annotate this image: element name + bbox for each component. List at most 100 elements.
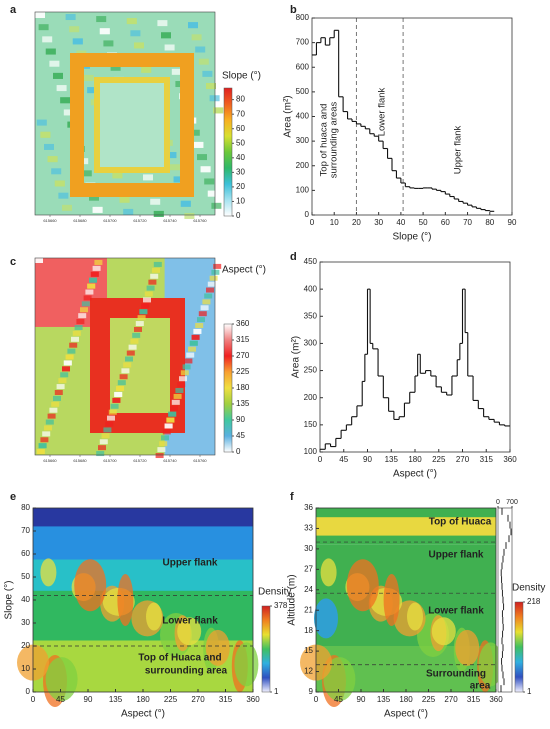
- map-texture: [67, 348, 76, 354]
- x-tick-label: 225: [422, 695, 436, 704]
- map-texture: [38, 443, 47, 449]
- map-texture: [121, 368, 130, 374]
- map-texture: [155, 453, 164, 459]
- map-texture: [90, 271, 99, 277]
- map-texture: [209, 95, 220, 102]
- x-tick-label: 135: [109, 695, 123, 704]
- map-texture: [80, 307, 88, 313]
- y-tick-label: 0: [305, 210, 310, 219]
- map-texture: [209, 275, 218, 281]
- x-tick-label: 45: [56, 695, 65, 704]
- annotation: Lower flank: [428, 606, 484, 617]
- map-texture: [60, 372, 69, 378]
- colorbar-tick-label: 50: [236, 138, 245, 147]
- y-tick-label: 100: [296, 185, 310, 194]
- colorbar-tick-label: 378: [274, 601, 288, 610]
- map-texture: [62, 366, 70, 372]
- map-frame: [34, 11, 216, 216]
- panel-letter: a: [10, 4, 17, 16]
- map-texture: [164, 423, 173, 429]
- annotation: area: [470, 681, 491, 692]
- map-texture: [168, 411, 177, 417]
- density-blob: [117, 574, 134, 626]
- colorbar-tick-label: 90: [236, 415, 245, 424]
- map-texture: [47, 156, 58, 163]
- x-tick-label: 615700: [103, 218, 117, 223]
- map-texture: [197, 317, 205, 323]
- colorbar-tick-label: 1: [527, 687, 532, 696]
- x-tick-label: 360: [246, 695, 260, 704]
- density-blob: [383, 574, 400, 626]
- map-texture: [35, 12, 45, 18]
- map-texture: [38, 24, 49, 31]
- map-texture: [74, 324, 83, 330]
- panel-letter: d: [290, 251, 297, 263]
- x-tick-label: 615680: [73, 458, 87, 463]
- colorbar-title: Density: [258, 587, 291, 598]
- map-frame: [34, 257, 216, 456]
- map-texture: [35, 258, 43, 263]
- x-tick-label: 10: [330, 218, 339, 227]
- map-texture: [191, 334, 200, 340]
- map-texture: [83, 74, 94, 81]
- x-tick-label: 0: [310, 218, 315, 227]
- map-texture: [177, 382, 186, 388]
- map-texture: [65, 354, 74, 360]
- map-texture: [198, 58, 209, 65]
- map-texture: [141, 66, 152, 73]
- x-tick-label: 80: [485, 218, 494, 227]
- colorbar-tick-label: 80: [236, 95, 245, 104]
- map-texture: [188, 22, 198, 29]
- map-texture: [94, 259, 103, 265]
- map-texture: [204, 178, 215, 185]
- map-texture: [119, 196, 130, 203]
- map-texture: [202, 299, 211, 305]
- map-texture: [45, 48, 56, 55]
- map-texture: [89, 277, 97, 283]
- y-tick-label: 24: [304, 585, 313, 594]
- density-blob: [407, 602, 423, 631]
- density-blob: [205, 629, 230, 666]
- map-texture: [98, 445, 106, 451]
- map-texture: [44, 425, 52, 431]
- map-texture: [49, 407, 58, 413]
- y-tick-label: 30: [21, 618, 30, 627]
- map-texture: [42, 431, 51, 437]
- colorbar-tick-label: 45: [236, 431, 245, 440]
- map-texture: [144, 291, 153, 297]
- density-blob: [177, 617, 202, 646]
- map-texture: [146, 285, 155, 291]
- map-texture: [197, 154, 207, 161]
- map-texture: [58, 192, 69, 199]
- map-texture: [161, 435, 169, 441]
- map-texture: [87, 283, 96, 289]
- x-tick-label: 180: [136, 695, 150, 704]
- map-texture: [107, 415, 115, 421]
- annotation: Upper flank: [453, 125, 464, 174]
- map-texture: [134, 42, 144, 49]
- colorbar-tick-label: 270: [236, 351, 250, 360]
- profile-tick-label: 0: [496, 499, 500, 506]
- map-texture: [89, 194, 99, 201]
- map-texture: [123, 208, 134, 215]
- map-texture: [81, 301, 90, 307]
- y-tick-label: 27: [304, 564, 313, 573]
- annotation: Top of Huaca and: [138, 653, 221, 664]
- density-blob: [146, 602, 162, 631]
- colorbar-tick-label: 135: [236, 399, 250, 408]
- x-tick-label: 90: [363, 455, 372, 464]
- map-texture: [112, 397, 121, 403]
- map-texture: [105, 421, 114, 427]
- y-tick-label: 350: [304, 311, 318, 320]
- map-texture: [126, 350, 135, 356]
- annotation: surrounding area: [145, 666, 228, 677]
- x-tick-label: 180: [408, 455, 422, 464]
- map-texture: [54, 180, 65, 187]
- map-texture: [103, 40, 114, 47]
- colorbar-tick-label: 0: [236, 211, 241, 220]
- y-axis-label: Slope (°): [4, 580, 15, 619]
- x-tick-label: 315: [219, 695, 233, 704]
- x-tick-label: 90: [84, 695, 93, 704]
- map-texture: [101, 433, 110, 439]
- y-axis-label: Area (m²): [283, 95, 294, 137]
